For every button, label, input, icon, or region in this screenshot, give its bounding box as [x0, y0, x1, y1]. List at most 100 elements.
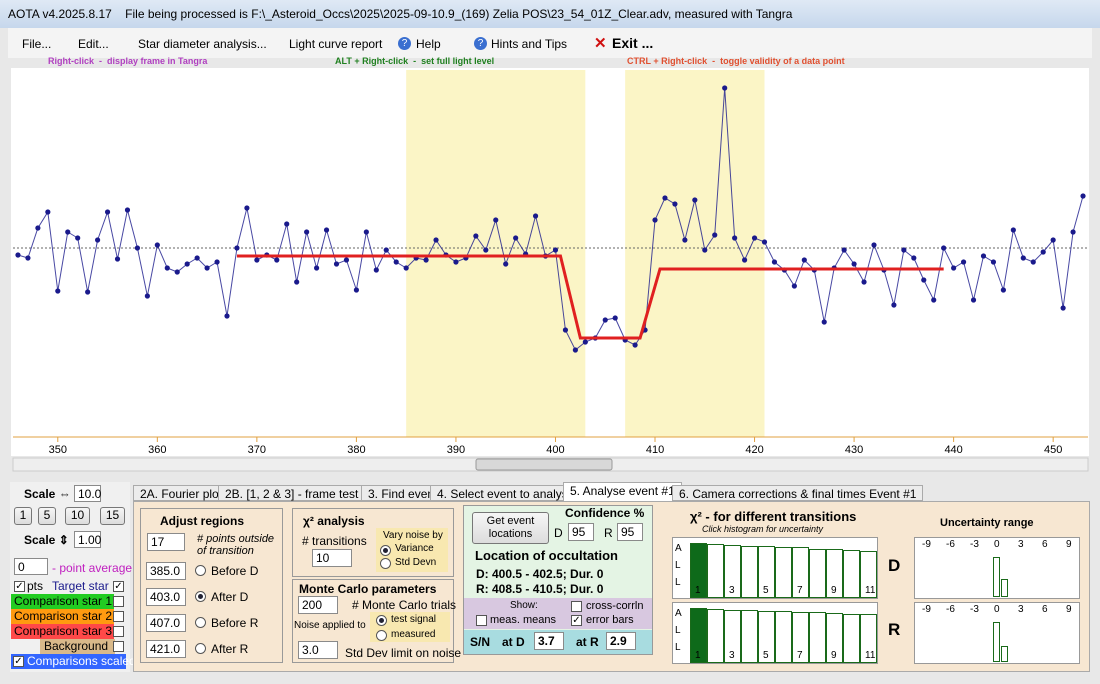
menu-item[interactable]: Light curve report: [289, 37, 383, 51]
data-point: [184, 261, 190, 267]
tab[interactable]: 4. Select event to analyse: [430, 485, 582, 501]
chi2-label: 3: [729, 650, 735, 661]
tab[interactable]: 3. Find events: [361, 485, 451, 501]
uncert-bar: [993, 557, 1000, 597]
tab-active[interactable]: 5. Analyse event #1: [563, 482, 682, 502]
scale-button[interactable]: 10: [65, 507, 90, 525]
checkbox[interactable]: ✓: [13, 656, 24, 667]
data-point: [1080, 193, 1086, 199]
checkbox[interactable]: ✓: [113, 581, 124, 592]
scale-h-input[interactable]: 10.0: [74, 485, 101, 502]
uncert-tick: -6: [946, 604, 955, 615]
data-point: [403, 265, 409, 271]
data-point: [1030, 259, 1036, 265]
data-point: [104, 209, 111, 215]
label: Noise applied to: [294, 620, 366, 631]
uncert-tick: -6: [946, 539, 955, 550]
radio[interactable]: [195, 591, 206, 602]
data-point: [791, 283, 797, 289]
std-limit-input[interactable]: 3.0: [298, 641, 338, 659]
d-label: D: [888, 556, 901, 575]
radio[interactable]: [195, 565, 206, 576]
region-label: After R: [211, 642, 249, 656]
x-tick-label: 380: [347, 444, 365, 456]
data-point: [15, 252, 21, 258]
region-input[interactable]: 421.0: [146, 640, 186, 658]
conf-r-input[interactable]: 95: [617, 523, 643, 541]
checkbox[interactable]: ✓: [571, 615, 582, 626]
checkbox[interactable]: ✓: [14, 581, 25, 592]
chi2-bar: [741, 545, 758, 598]
tab[interactable]: 2B. [1, 2 & 3] - frame test: [218, 485, 366, 501]
scale-button[interactable]: 5: [38, 507, 56, 525]
menu-item[interactable]: File...: [22, 37, 52, 51]
tab[interactable]: 2A. Fourier plot: [133, 485, 230, 501]
light-curve-chart: 350 360 370 380 390 400 410 420 430 440 450: [11, 68, 1089, 472]
label: D: [554, 526, 563, 540]
checkbox[interactable]: [113, 641, 124, 652]
transitions-input[interactable]: 10: [312, 549, 352, 567]
points-input[interactable]: 17: [147, 533, 185, 551]
data-point: [353, 287, 360, 293]
all-label: L: [675, 642, 681, 653]
radio[interactable]: [376, 630, 387, 641]
menu-item[interactable]: Help: [416, 37, 441, 51]
menu-item[interactable]: Star diameter analysis...: [138, 37, 267, 51]
menu-item[interactable]: Exit ...: [612, 35, 654, 51]
tab[interactable]: 6. Camera corrections & final times Even…: [672, 485, 924, 501]
scale-v-input[interactable]: 1.00: [74, 531, 101, 548]
data-point: [841, 247, 847, 253]
data-point: [722, 85, 728, 91]
data-point: [532, 213, 539, 219]
checkbox[interactable]: [113, 626, 124, 637]
get-events-button[interactable]: Get event locations: [472, 512, 549, 544]
data-point: [602, 317, 608, 323]
region-input[interactable]: 403.0: [146, 588, 186, 606]
avg-select[interactable]: 0: [14, 558, 48, 575]
chi2-label: 11: [865, 650, 876, 661]
label: Show:: [510, 600, 538, 611]
conf-d-input[interactable]: 95: [568, 523, 594, 541]
title-bar: [0, 0, 1100, 28]
checkbox[interactable]: [113, 596, 124, 607]
data-point: [562, 327, 569, 333]
radio[interactable]: [380, 545, 391, 556]
scale-h: Scale: [24, 487, 56, 501]
radio[interactable]: [376, 615, 387, 626]
scale-button[interactable]: 1: [14, 507, 32, 525]
scroll-thumb[interactable]: [475, 458, 613, 471]
region-input[interactable]: 385.0: [146, 562, 186, 580]
data-point: [712, 232, 718, 238]
uncert-tick: -3: [970, 539, 979, 550]
checkbox[interactable]: [476, 615, 487, 626]
uncert-tick: 0: [994, 604, 1000, 615]
checkbox[interactable]: [113, 611, 124, 622]
region-label: Before D: [211, 564, 259, 578]
data-point: [662, 195, 668, 201]
radio[interactable]: [195, 617, 206, 628]
radio[interactable]: [380, 558, 391, 569]
data-point: [85, 289, 91, 295]
chi2-label: 11: [865, 585, 876, 596]
scale-button[interactable]: 15: [100, 507, 125, 525]
label: Std Devn: [395, 557, 437, 568]
label: Vary noise by: [383, 530, 443, 541]
data-point: [144, 293, 150, 299]
menu-item[interactable]: Edit...: [78, 37, 109, 51]
chi2-bar: [741, 610, 758, 663]
region-input[interactable]: 407.0: [146, 614, 186, 632]
data-point: [861, 279, 867, 285]
uncert-tick: -9: [922, 604, 931, 615]
star-row: Comparison star 3: [11, 624, 114, 639]
radio[interactable]: [195, 643, 206, 654]
chi2-bar: [826, 549, 843, 598]
data-point: [821, 319, 827, 325]
data-point: [294, 279, 300, 285]
checkbox[interactable]: [571, 601, 582, 612]
mc-input[interactable]: 200: [298, 596, 338, 614]
data-point: [652, 217, 658, 223]
uncert-tick: -3: [970, 604, 979, 615]
help-icon: ?: [398, 37, 411, 50]
menu-item[interactable]: Hints and Tips: [491, 37, 568, 51]
loc-d: D: 400.5 - 402.5; Dur. 0: [476, 567, 604, 581]
